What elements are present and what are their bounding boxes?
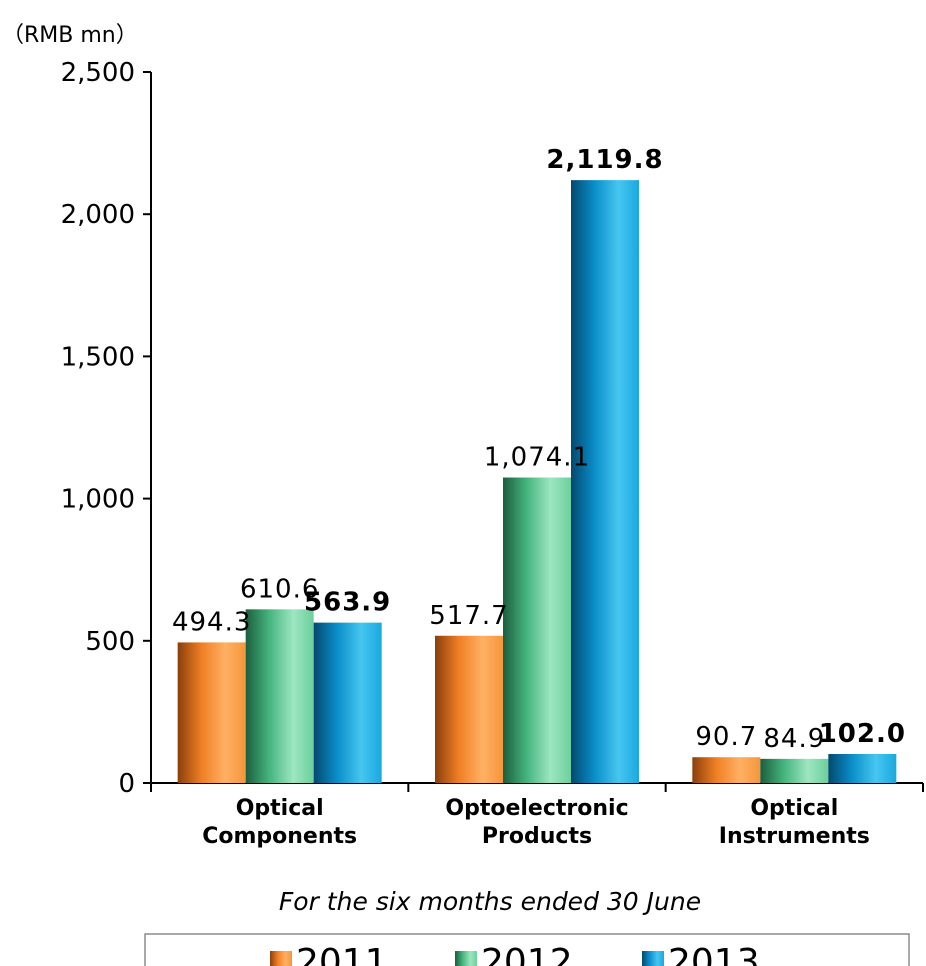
data-label-2012: 610.6: [240, 574, 319, 604]
bar-2011: [177, 642, 246, 783]
data-label-2011: 90.7: [695, 722, 757, 752]
legend: 2011 2012 2013: [144, 933, 910, 966]
data-label-2011: 494.3: [172, 607, 251, 637]
bar-2012: [760, 758, 829, 783]
bar-2011: [692, 757, 761, 783]
data-label-2013: 102.0: [819, 719, 906, 749]
legend-swatch-2012: [455, 951, 477, 966]
legend-label-2013: 2013: [668, 942, 760, 966]
y-axis: 0 500 1,000 1,500 2,000 2,500: [61, 58, 152, 799]
x-tick-label: Optical Instruments: [719, 796, 870, 849]
x-axis: [150, 782, 924, 792]
x-tick-labels: Optical Components Optoelectronic Products O…: [202, 796, 870, 849]
data-label-2012: 1,074.1: [484, 443, 590, 473]
data-label-2011: 517.7: [429, 601, 508, 631]
chart-subtitle: For the six months ended 30 June: [279, 887, 701, 916]
bar-2013: [828, 753, 897, 783]
legend-label-2011: 2011: [296, 942, 388, 966]
bar-2012: [245, 609, 314, 783]
bar-2013: [571, 180, 639, 783]
y-tick-label: 2,500: [61, 58, 135, 88]
y-tick-label: 1,500: [61, 342, 135, 372]
bar-2012: [503, 477, 571, 783]
data-label-2013: 2,119.8: [546, 145, 663, 175]
bars: [177, 180, 897, 783]
y-tick-label: 1,000: [61, 485, 135, 515]
bar-2013: [313, 622, 382, 783]
unit-label: （RMB mn）: [2, 23, 138, 48]
data-label-2013: 563.9: [304, 588, 391, 618]
bar-2011: [435, 635, 503, 783]
legend-swatch-2011: [270, 951, 292, 966]
data-label-2012: 84.9: [763, 724, 825, 754]
y-tick-label: 2,000: [61, 200, 135, 230]
x-tick-label: Optoelectronic Products: [445, 796, 628, 849]
legend-label-2012: 2012: [481, 942, 573, 966]
legend-swatch-2013: [642, 951, 664, 966]
x-tick-label: Optical Components: [202, 796, 357, 849]
y-tick-label: 500: [85, 627, 135, 657]
y-tick-label: 0: [118, 769, 135, 799]
